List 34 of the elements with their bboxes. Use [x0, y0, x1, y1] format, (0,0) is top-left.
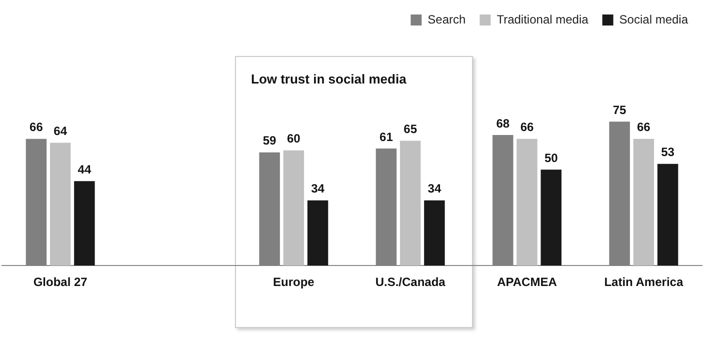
bar	[633, 138, 654, 266]
x-tick-label: Global 27	[33, 275, 88, 290]
bar	[74, 181, 95, 266]
bar	[400, 140, 421, 266]
bar	[50, 142, 71, 266]
data-label: 34	[428, 182, 442, 196]
data-label: 50	[544, 150, 558, 165]
legend-label: Traditional media	[496, 12, 589, 26]
data-label: 64	[54, 124, 68, 138]
bar	[283, 150, 304, 266]
data-label: 65	[404, 122, 418, 136]
data-label: 60	[286, 132, 301, 146]
x-tick-label: APACMEA	[497, 275, 558, 290]
x-tick-label: Europe	[272, 275, 315, 290]
legend-label: Social media	[619, 12, 688, 26]
bar	[307, 200, 328, 266]
data-label: 66	[520, 120, 534, 134]
data-label: 59	[262, 134, 277, 148]
x-tick-label: Latin America	[604, 275, 684, 290]
data-label: 68	[496, 116, 510, 130]
x-tick-label: U.S./Canada	[375, 275, 446, 290]
data-label: 53	[661, 145, 675, 160]
bar	[540, 170, 562, 266]
bar	[424, 200, 445, 266]
data-label: 66	[30, 120, 44, 134]
legend-label: Search	[428, 12, 466, 26]
data-label: 44	[78, 162, 92, 176]
data-label: 34	[311, 182, 325, 196]
data-label: 66	[636, 120, 651, 134]
text: Low trust in social media	[251, 72, 408, 87]
bar	[516, 138, 538, 266]
data-label: 75	[612, 102, 627, 117]
data-label: 61	[380, 130, 394, 144]
bar	[657, 164, 678, 266]
